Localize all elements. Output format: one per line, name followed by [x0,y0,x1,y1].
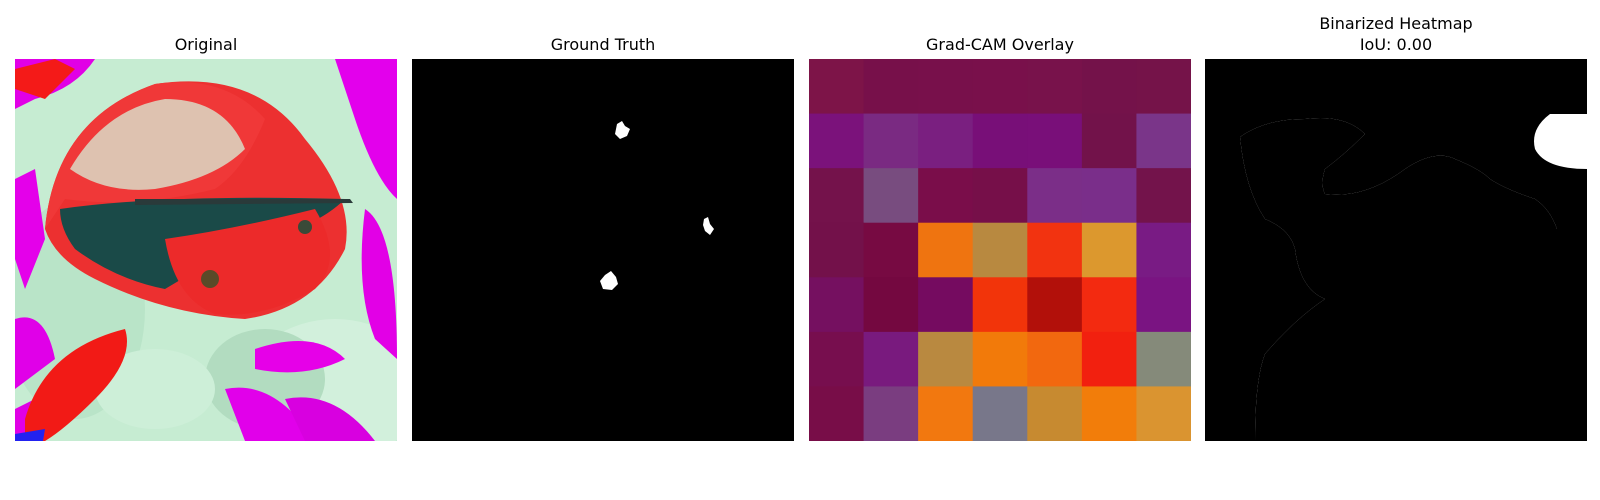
gradcam-cell-2-5 [1081,168,1138,224]
gradcam-cell-6-5 [1081,386,1138,441]
binarized-heatmap [1205,59,1587,441]
gradcam-cell-4-3 [972,277,1028,333]
gradcam-cell-3-5 [1081,222,1138,278]
gradcam-cell-0-0 [809,59,865,115]
gradcam-cell-3-3 [972,222,1028,278]
ground-truth-mask [412,59,794,441]
gradcam-cell-6-0 [809,386,865,441]
gradcam-overlay-title: Grad-CAM Overlay [926,35,1074,54]
gradcam-cell-6-4 [1027,386,1083,441]
gradcam-cell-5-1 [863,331,919,388]
gradcam-cell-6-6 [1136,386,1191,441]
gradcam-cell-0-3 [972,59,1028,115]
gradcam-cell-1-3 [972,113,1028,169]
gradcam-cell-2-3 [972,168,1028,224]
gradcam-cell-1-5 [1081,113,1138,169]
gradcam-cell-1-0 [809,113,865,169]
gradcam-cell-3-4 [1027,222,1083,278]
gradcam-overlay [809,59,1191,441]
gradcam-cell-5-5 [1081,331,1138,388]
gradcam-cell-1-2 [918,113,974,169]
gradcam-cell-1-4 [1027,113,1083,169]
gradcam-cell-3-6 [1136,222,1191,278]
gradcam-cell-5-6 [1136,331,1191,388]
iou-label: IoU: 0.00 [1359,35,1433,54]
gradcam-cell-1-6 [1136,113,1191,169]
original-image [15,59,397,441]
gradcam-cell-5-2 [918,331,974,388]
binarized-heatmap-title: Binarized Heatmap [1319,14,1473,33]
gradcam-cell-1-1 [863,113,919,169]
gradcam-cell-4-1 [863,277,919,333]
gradcam-cell-2-1 [863,168,919,224]
gradcam-cell-4-0 [809,277,865,333]
gradcam-cell-5-4 [1027,331,1083,388]
gradcam-cell-0-1 [863,59,919,115]
gradcam-cell-5-0 [809,331,865,388]
gradcam-cell-0-5 [1081,59,1138,115]
gradcam-cell-2-0 [809,168,865,224]
gradcam-cell-6-2 [918,386,974,441]
gradcam-cell-6-3 [972,386,1028,441]
gradcam-cell-5-3 [972,331,1028,388]
ground-truth-title: Ground Truth [550,35,656,54]
gradcam-cell-3-0 [809,222,865,278]
gradcam-cell-0-4 [1027,59,1083,115]
gradcam-cell-4-5 [1081,277,1138,333]
gradcam-cell-0-6 [1136,59,1191,115]
gradcam-cell-2-2 [918,168,974,224]
gradcam-cell-3-2 [918,222,974,278]
gradcam-cell-0-2 [918,59,974,115]
gradcam-cell-2-6 [1136,168,1191,224]
original-title: Original [174,35,238,54]
gradcam-cell-2-4 [1027,168,1083,224]
gradcam-cell-4-6 [1136,277,1191,333]
gradcam-cell-4-2 [918,277,974,333]
gradcam-cell-3-1 [863,222,919,278]
gradcam-cell-6-1 [863,386,919,441]
gradcam-cell-4-4 [1027,277,1083,333]
